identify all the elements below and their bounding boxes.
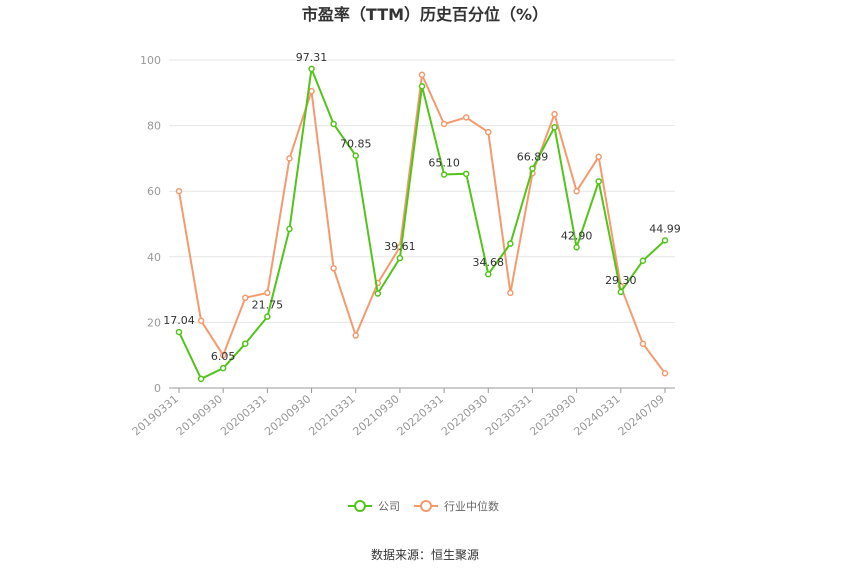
source-note: 数据来源：恒生聚源 (371, 547, 479, 562)
x-tick-label: 20220331 (395, 392, 446, 438)
data-point-industry[interactable] (661, 369, 669, 377)
data-point-industry[interactable] (219, 351, 227, 359)
x-tick-label: 20200930 (262, 392, 313, 438)
data-point-industry[interactable] (242, 294, 249, 302)
data-point-company[interactable] (352, 152, 359, 159)
x-tick-label: 20220930 (439, 392, 490, 438)
data-point-industry[interactable] (462, 114, 470, 121)
data-point-company[interactable] (396, 254, 404, 262)
data-point-company[interactable] (197, 375, 205, 383)
data-point-industry[interactable] (573, 187, 580, 195)
x-tick-label: 20210331 (306, 392, 357, 438)
data-point-company[interactable] (661, 237, 669, 244)
data-point-industry[interactable] (507, 289, 514, 297)
y-tick-label: 20 (147, 316, 161, 329)
grid (169, 59, 675, 389)
data-point-company[interactable] (175, 328, 183, 336)
x-axis: 2019033120190930202003312020093020210331… (130, 387, 675, 438)
data-point-company[interactable] (286, 225, 293, 233)
data-point-company[interactable] (242, 340, 249, 347)
data-label: 29.30 (605, 274, 637, 287)
x-tick-label: 20230331 (483, 392, 534, 438)
data-label: 6.05 (211, 350, 236, 363)
legend-item-company[interactable]: 公司 (348, 500, 400, 513)
data-point-industry[interactable] (639, 340, 647, 347)
data-label: 34.68 (473, 256, 505, 269)
y-tick-label: 100 (140, 54, 161, 67)
data-point-industry[interactable] (595, 153, 602, 161)
y-tick-label: 80 (147, 120, 161, 133)
data-point-industry[interactable] (197, 317, 205, 325)
y-tick-label: 0 (154, 382, 161, 395)
data-label: 42.90 (561, 229, 593, 242)
legend-label-company: 公司 (378, 500, 400, 513)
data-point-company[interactable] (639, 257, 647, 264)
data-point-company[interactable] (330, 120, 337, 128)
data-point-industry[interactable] (440, 120, 448, 128)
y-tick-label: 40 (147, 251, 161, 264)
y-tick-label: 60 (147, 185, 161, 198)
y-axis: 0 20 40 60 80 100 (140, 54, 161, 395)
data-label: 39.61 (384, 240, 416, 253)
legend-marker-industry (420, 500, 432, 512)
data-point-company[interactable] (529, 165, 536, 172)
series-line-company (178, 67, 666, 380)
x-tick-label: 20240709 (616, 392, 667, 438)
data-point-industry[interactable] (551, 110, 558, 118)
data-point-company[interactable] (374, 290, 382, 297)
data-label: 21.75 (252, 299, 284, 312)
legend-label-industry: 行业中位数 (444, 499, 499, 513)
data-label: 70.85 (340, 138, 372, 151)
data-labels: 17.04 6.05 21.75 97.31 70.85 39.61 65.10 34.68 6… (163, 51, 681, 363)
x-tick-label: 20190331 (130, 392, 181, 438)
data-point-company[interactable] (507, 240, 514, 247)
data-point-company[interactable] (308, 65, 315, 73)
data-point-company[interactable] (264, 313, 271, 320)
x-tick-label: 20230930 (527, 392, 578, 438)
series-layer (175, 65, 669, 383)
data-label: 97.31 (296, 51, 328, 64)
data-point-industry[interactable] (175, 187, 183, 195)
data-point-company[interactable] (418, 82, 426, 90)
data-point-company[interactable] (617, 288, 625, 296)
x-tick-label: 20190930 (174, 392, 225, 438)
data-point-industry[interactable] (286, 155, 293, 162)
data-point-company[interactable] (219, 364, 227, 372)
data-point-industry[interactable] (352, 332, 359, 339)
legend-item-industry[interactable]: 行业中位数 (414, 499, 499, 513)
data-label: 44.99 (649, 222, 681, 235)
data-point-company[interactable] (485, 270, 492, 278)
data-point-company[interactable] (551, 123, 558, 131)
legend[interactable]: 公司 行业中位数 (348, 499, 499, 513)
chart-title: 市盈率（TTM）历史百分位（%） (302, 5, 548, 24)
series-line-industry (178, 73, 666, 374)
data-label: 66.89 (517, 151, 549, 164)
data-point-company[interactable] (462, 170, 470, 178)
data-point-industry[interactable] (264, 289, 271, 297)
data-point-company[interactable] (595, 178, 602, 185)
data-point-company[interactable] (440, 171, 448, 178)
x-tick-label: 20210930 (351, 392, 402, 438)
data-point-industry[interactable] (330, 265, 337, 272)
x-tick-label: 20240331 (571, 392, 622, 438)
data-label: 65.10 (428, 156, 460, 169)
legend-marker-company (354, 500, 366, 512)
data-point-industry[interactable] (485, 128, 492, 136)
data-label: 17.04 (163, 314, 195, 327)
x-tick-label: 20200331 (218, 392, 269, 438)
data-point-company[interactable] (573, 244, 580, 251)
data-point-industry[interactable] (308, 87, 315, 95)
data-point-industry[interactable] (418, 71, 426, 79)
